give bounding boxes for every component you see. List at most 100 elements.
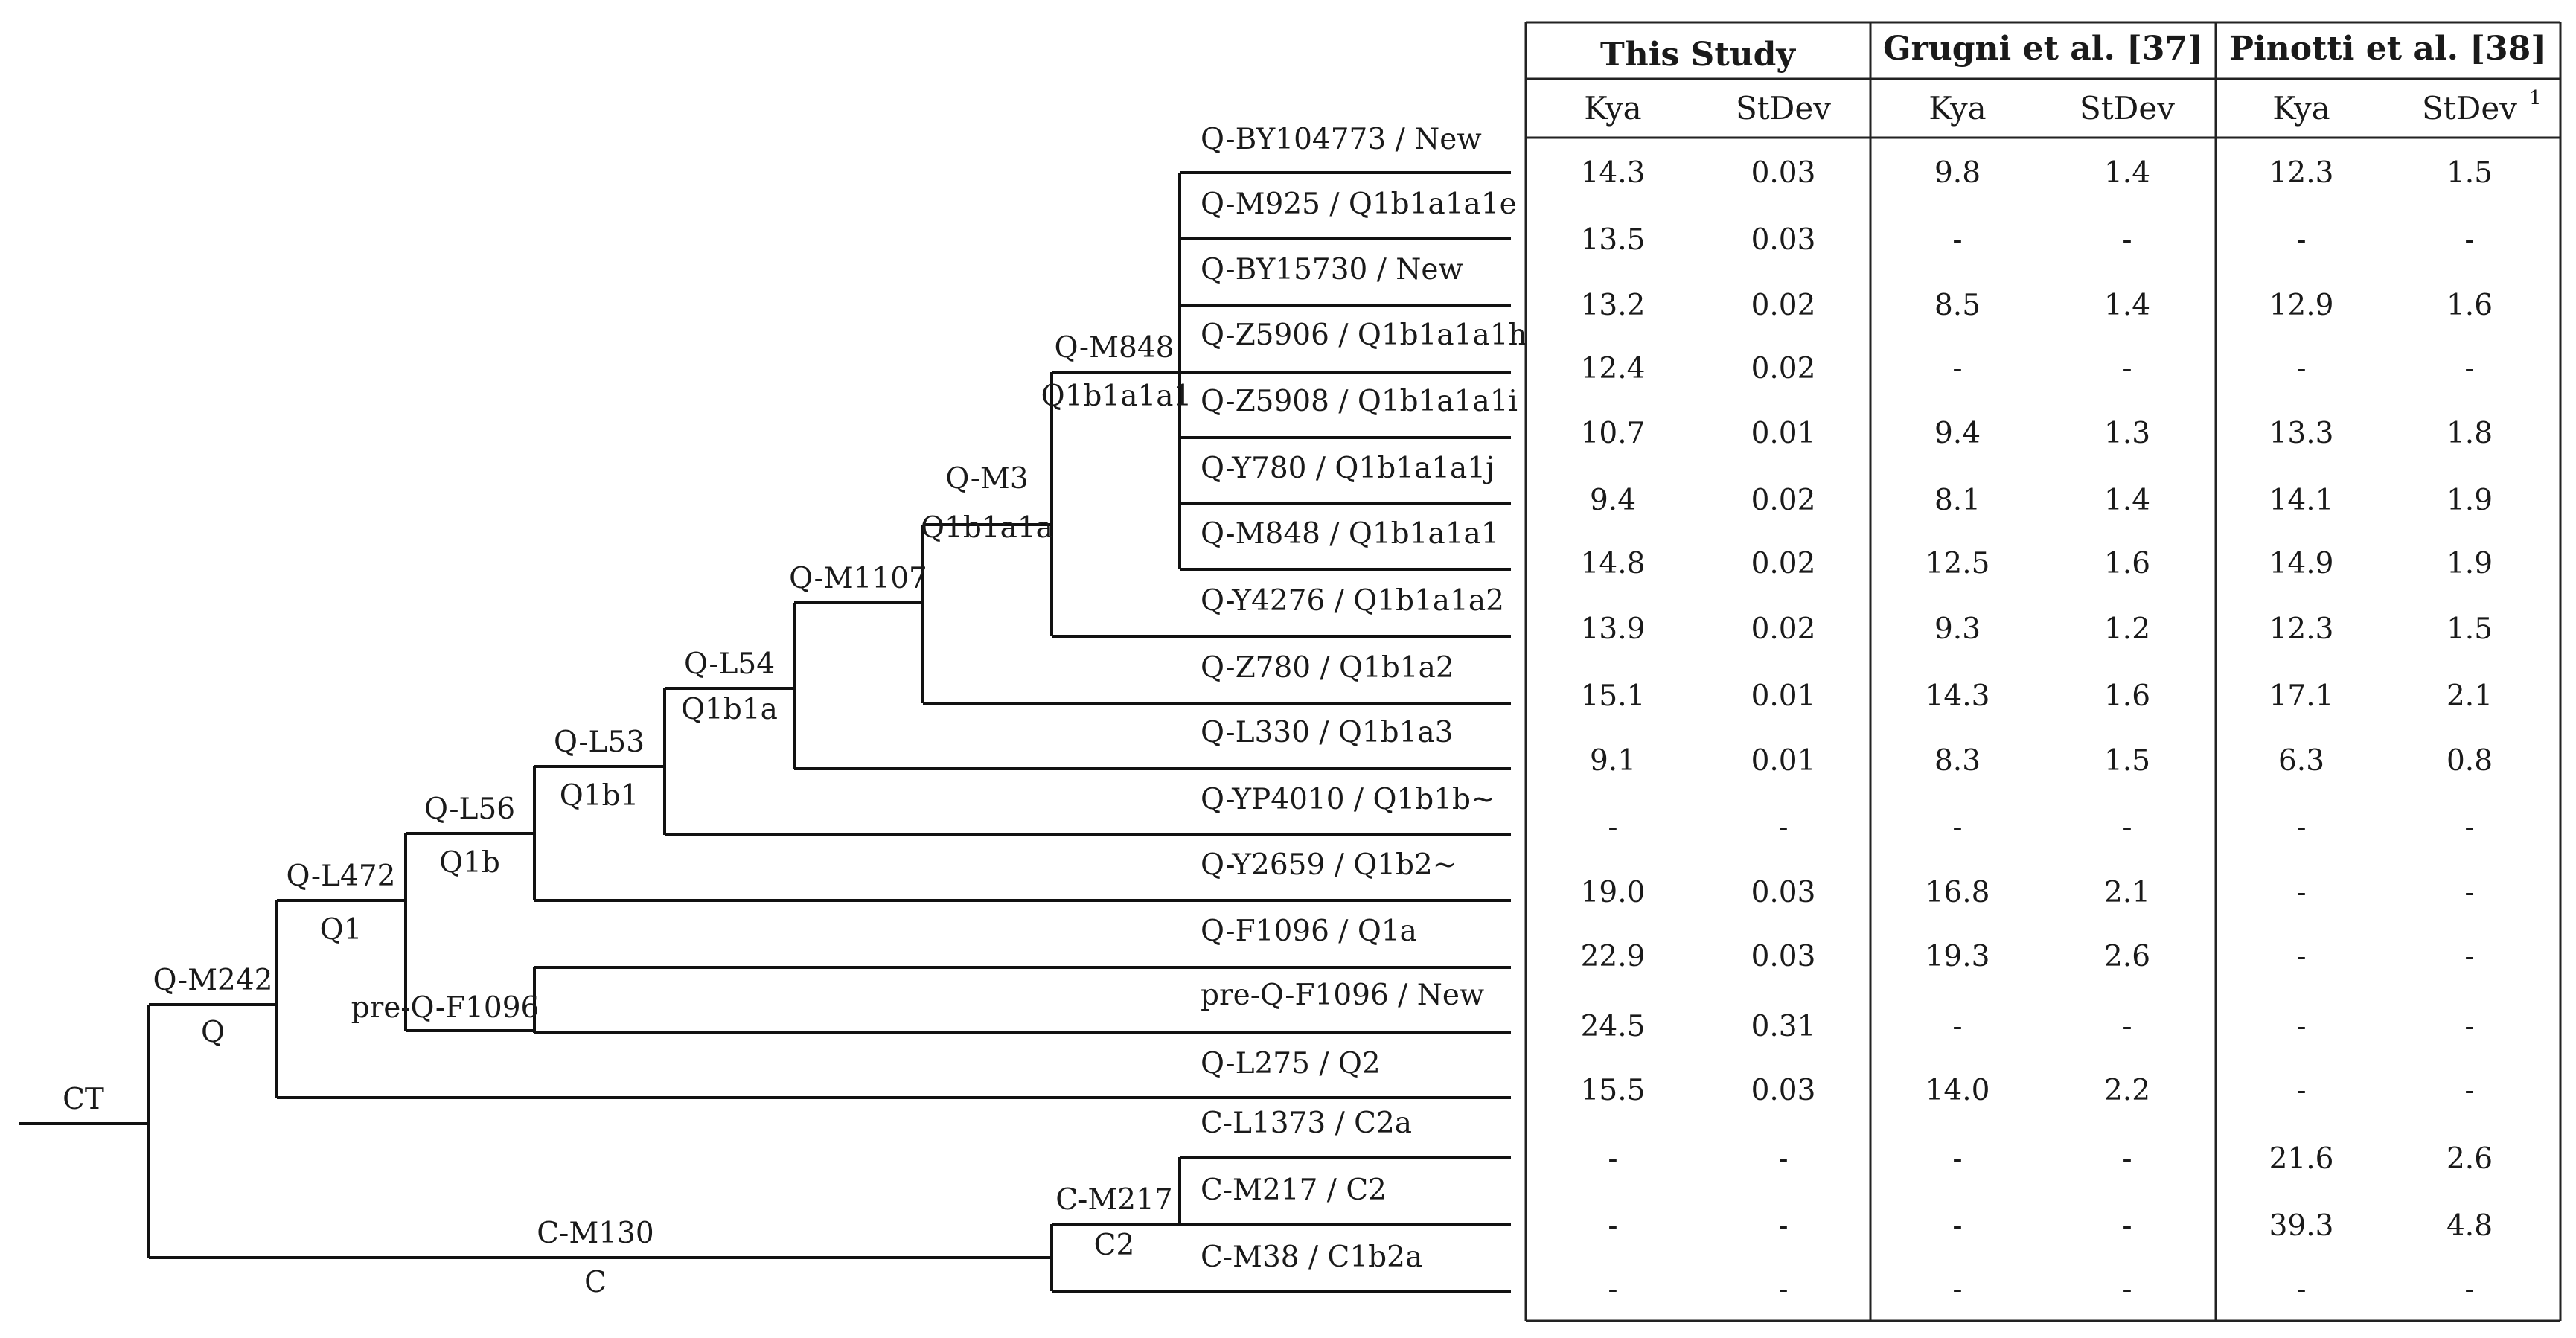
- table-cell: 19.0: [1581, 876, 1646, 909]
- table-cell: -: [2122, 1273, 2132, 1306]
- table-cell: 1.4: [2104, 289, 2150, 322]
- table-cell: -: [2464, 1074, 2474, 1107]
- table-cell: 6.3: [2278, 744, 2324, 778]
- table-cell: -: [1608, 1142, 1617, 1176]
- table-cell: 13.2: [1581, 289, 1646, 322]
- table-cell: 1.3: [2104, 417, 2150, 450]
- group-header-grugni: Grugni et al. [37]: [1883, 30, 2203, 68]
- table-cell: 2.1: [2446, 679, 2493, 713]
- table-cell: 0.01: [1751, 679, 1816, 713]
- table-cell: 39.3: [2269, 1209, 2334, 1243]
- table-cell: -: [1778, 811, 1788, 845]
- table-cell: 14.9: [2269, 547, 2334, 580]
- node-label-bottom: Q1b1: [560, 779, 639, 813]
- table-cell: 9.4: [1590, 484, 1636, 517]
- node-label-top: C-M217: [1055, 1183, 1172, 1217]
- table-cell: -: [2296, 352, 2306, 385]
- node-label-bottom: C2: [1094, 1229, 1135, 1262]
- table-cell: 15.5: [1581, 1074, 1646, 1107]
- table-cell: 0.01: [1751, 744, 1816, 778]
- table-cell: 1.2: [2104, 612, 2150, 646]
- table-cell: 9.1: [1590, 744, 1636, 778]
- table-cell: 19.3: [1925, 940, 1990, 973]
- leaf-label: Q-Y780 / Q1b1a1a1j: [1201, 452, 1495, 485]
- node-label-top: pre-Q-F1096: [351, 991, 540, 1025]
- table-cell: 1.5: [2446, 156, 2493, 190]
- table-cell: 8.1: [1934, 484, 1981, 517]
- table-cell: -: [1608, 811, 1617, 845]
- table-cell: -: [2464, 811, 2474, 845]
- table-cell: -: [2122, 1142, 2132, 1176]
- tree-branches: [19, 171, 1511, 1293]
- node-label-bottom: Q1: [320, 913, 362, 947]
- root-label: CT: [63, 1083, 104, 1116]
- node-label-top: Q-L472: [287, 860, 396, 893]
- footnote-mark: 1: [2529, 87, 2542, 109]
- node-label-top: Q-L54: [684, 647, 775, 681]
- leaf-label: Q-Y2659 / Q1b2~: [1201, 848, 1457, 882]
- node-label-top: Q-L56: [424, 793, 515, 826]
- table-cell: 1.9: [2446, 484, 2493, 517]
- leaf-label: Q-BY104773 / New: [1201, 123, 1482, 156]
- table-cell: 1.4: [2104, 156, 2150, 190]
- table-cell: -: [2464, 352, 2474, 385]
- leaf-label: Q-L330 / Q1b1a3: [1201, 716, 1453, 749]
- table-cell: 0.01: [1751, 417, 1816, 450]
- table-cell: 13.9: [1581, 612, 1646, 646]
- node-label-bottom: Q1b: [439, 846, 500, 880]
- table-cell: 0.03: [1751, 156, 1816, 190]
- table-cell: -: [1952, 811, 1962, 845]
- leaf-label: Q-L275 / Q2: [1201, 1047, 1381, 1081]
- node-label-top: Q-M1107: [789, 562, 927, 595]
- table-cell: 21.6: [2269, 1142, 2334, 1176]
- table-cell: 1.6: [2104, 547, 2150, 580]
- table-cell: 2.6: [2446, 1142, 2493, 1176]
- table-cell: 14.3: [1925, 679, 1990, 713]
- table-cell: 8.3: [1934, 744, 1981, 778]
- table-cell: -: [1608, 1273, 1617, 1306]
- table-cell: -: [1778, 1142, 1788, 1176]
- table-cell: 9.8: [1934, 156, 1981, 190]
- table-headers: This Study Grugni et al. [37] Pinotti et…: [1584, 30, 2546, 127]
- table-cell: 1.5: [2104, 744, 2150, 778]
- table-cell: 13.3: [2269, 417, 2334, 450]
- node-label-bottom: Q: [201, 1016, 225, 1049]
- leaf-label: Q-M848 / Q1b1a1a1: [1201, 517, 1500, 551]
- leaf-label: Q-F1096 / Q1a: [1201, 915, 1417, 948]
- leaf-label: Q-Z5908 / Q1b1a1a1i: [1201, 385, 1518, 418]
- table-cell: 0.02: [1751, 484, 1816, 517]
- table-cell: -: [2296, 876, 2306, 909]
- group-header-pinotti: Pinotti et al. [38]: [2229, 30, 2546, 68]
- table-cell: 17.1: [2269, 679, 2334, 713]
- leaf-label: pre-Q-F1096 / New: [1201, 979, 1484, 1012]
- table-cell: 2.2: [2104, 1074, 2150, 1107]
- table-cell: 1.4: [2104, 484, 2150, 517]
- table-cell: 13.5: [1581, 223, 1646, 257]
- node-label-bottom: C: [584, 1266, 607, 1299]
- leaf-label: C-M38 / C1b2a: [1201, 1241, 1422, 1274]
- table-cell: -: [2122, 1209, 2132, 1243]
- table-cell: 0.03: [1751, 876, 1816, 909]
- table-cell: 22.9: [1581, 940, 1646, 973]
- subheader-stdev: StDev: [1736, 90, 1831, 127]
- table-cell: -: [2296, 1010, 2306, 1043]
- table-cell: 14.3: [1581, 156, 1646, 190]
- table-cell: 1.9: [2446, 547, 2493, 580]
- table-cell: 12.3: [2269, 156, 2334, 190]
- subheader-stdev: StDev: [2422, 90, 2517, 127]
- table-cell: 14.1: [2269, 484, 2334, 517]
- node-label-top: C-M130: [537, 1217, 653, 1250]
- table-cell: -: [1952, 223, 1962, 257]
- leaf-label: Q-Z5906 / Q1b1a1a1h: [1201, 319, 1527, 352]
- table-cell: 9.3: [1934, 612, 1981, 646]
- node-label-bottom: Q1b1a1a1: [1041, 380, 1192, 413]
- leaf-label: Q-Z780 / Q1b1a2: [1201, 651, 1454, 685]
- table-cell: 4.8: [2446, 1209, 2493, 1243]
- subheader-kya: Kya: [2272, 90, 2330, 127]
- table-cell: -: [1952, 1142, 1962, 1176]
- table-cell: -: [1952, 1209, 1962, 1243]
- leaf-label: Q-BY15730 / New: [1201, 253, 1463, 287]
- table-cell: 12.9: [2269, 289, 2334, 322]
- tree-node-labels: CT Q-M242 Q Q-L472 Q1 Q-L56 Q1b pre-Q-F1…: [63, 331, 1192, 1299]
- table-cell: 12.3: [2269, 612, 2334, 646]
